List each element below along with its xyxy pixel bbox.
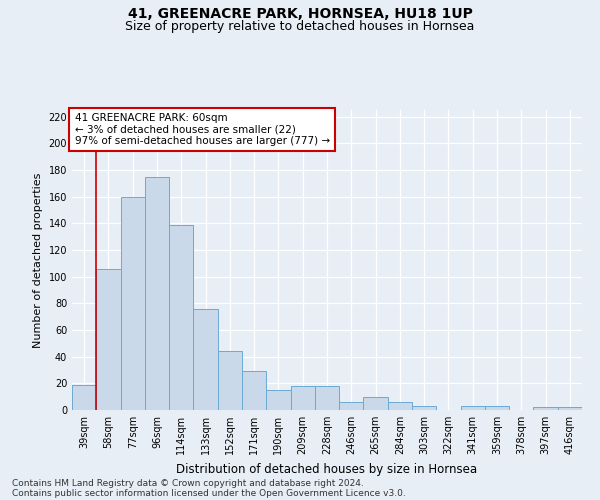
Bar — [145, 176, 169, 410]
Y-axis label: Number of detached properties: Number of detached properties — [33, 172, 43, 348]
Bar — [388, 402, 412, 410]
Bar — [339, 402, 364, 410]
Bar — [242, 372, 266, 410]
Text: Contains HM Land Registry data © Crown copyright and database right 2024.: Contains HM Land Registry data © Crown c… — [12, 478, 364, 488]
Text: Contains public sector information licensed under the Open Government Licence v3: Contains public sector information licen… — [12, 488, 406, 498]
Bar — [315, 386, 339, 410]
Bar — [364, 396, 388, 410]
Bar — [193, 308, 218, 410]
X-axis label: Distribution of detached houses by size in Hornsea: Distribution of detached houses by size … — [176, 462, 478, 475]
Bar — [485, 406, 509, 410]
Text: Size of property relative to detached houses in Hornsea: Size of property relative to detached ho… — [125, 20, 475, 33]
Bar — [169, 224, 193, 410]
Bar — [412, 406, 436, 410]
Text: 41, GREENACRE PARK, HORNSEA, HU18 1UP: 41, GREENACRE PARK, HORNSEA, HU18 1UP — [128, 8, 472, 22]
Bar — [72, 384, 96, 410]
Bar — [218, 352, 242, 410]
Bar — [558, 408, 582, 410]
Bar — [461, 406, 485, 410]
Bar — [121, 196, 145, 410]
Text: 41 GREENACRE PARK: 60sqm
← 3% of detached houses are smaller (22)
97% of semi-de: 41 GREENACRE PARK: 60sqm ← 3% of detache… — [74, 113, 329, 146]
Bar — [533, 408, 558, 410]
Bar — [96, 268, 121, 410]
Bar — [266, 390, 290, 410]
Bar — [290, 386, 315, 410]
